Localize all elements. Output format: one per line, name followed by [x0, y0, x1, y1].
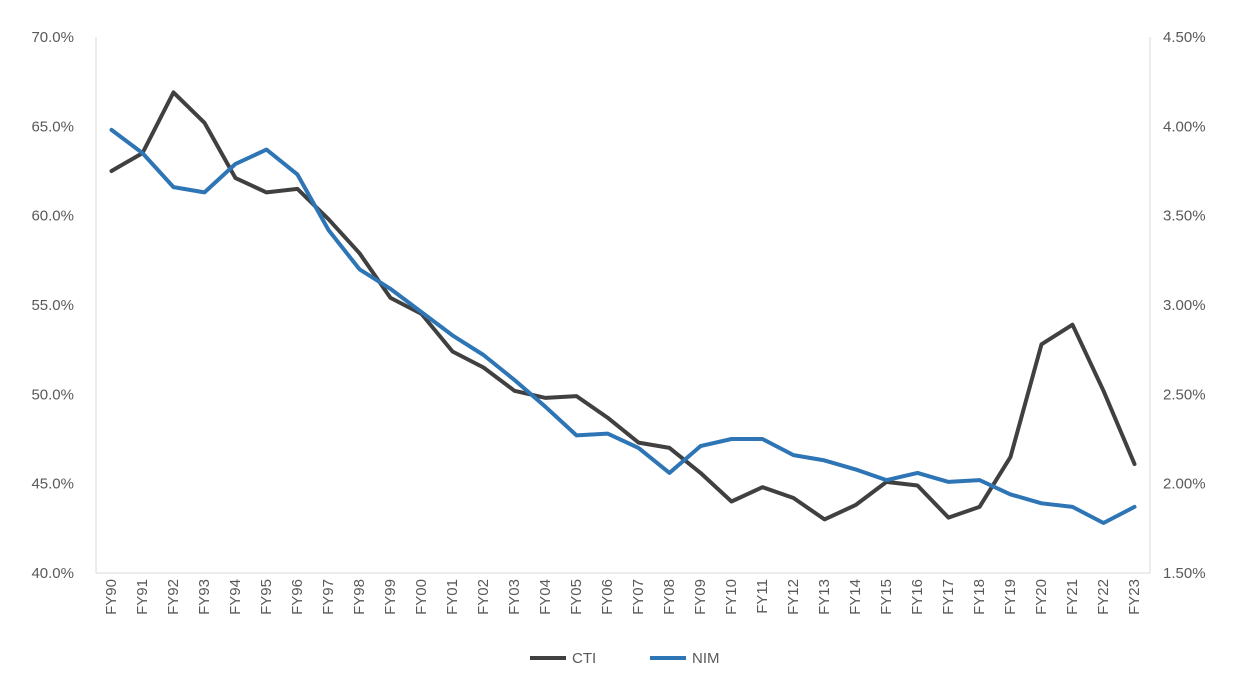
x-tick-label: FY01 — [444, 579, 461, 615]
x-tick-label: FY99 — [382, 579, 399, 615]
x-tick-label: FY10 — [723, 579, 740, 615]
chart-axes — [95, 37, 1151, 574]
y-left-tick-label: 60.0% — [31, 208, 74, 225]
x-tick-label: FY05 — [568, 579, 585, 615]
y-left-tick-label: 65.0% — [31, 118, 74, 135]
y-right-axis-ticks: 1.50% 2.00% 2.50% 3.00% 3.50% 4.00% 4.50% — [1163, 29, 1206, 582]
x-tick-label: FY18 — [971, 579, 988, 615]
y-right-tick-label: 1.50% — [1163, 565, 1206, 582]
x-tick-label: FY14 — [847, 579, 864, 615]
x-tick-label: FY95 — [258, 579, 275, 615]
series-nim-line — [109, 127, 1137, 525]
x-tick-label: FY94 — [227, 579, 244, 615]
x-tick-label: FY98 — [351, 579, 368, 615]
x-tick-label: FY21 — [1064, 579, 1081, 615]
x-tick-label: FY04 — [537, 579, 554, 615]
x-tick-label: FY03 — [506, 579, 523, 615]
x-tick-label: FY20 — [1033, 579, 1050, 615]
y-right-tick-label: 4.50% — [1163, 29, 1206, 46]
legend-label-nim: NIM — [692, 650, 720, 667]
x-tick-label: FY15 — [878, 579, 895, 615]
x-tick-label: FY19 — [1002, 579, 1019, 615]
y-right-tick-label: 3.50% — [1163, 208, 1206, 225]
x-tick-label: FY13 — [816, 579, 833, 615]
x-axis-ticks: FY90 FY91 FY92 FY93 FY94 FY95 FY96 FY97 FY98 FY99… — [103, 579, 1143, 615]
y-left-tick-label: 45.0% — [31, 476, 74, 493]
x-tick-label: FY22 — [1095, 579, 1112, 615]
x-tick-label: FY12 — [785, 579, 802, 615]
x-tick-label: FY90 — [103, 579, 120, 615]
x-tick-label: FY91 — [134, 579, 151, 615]
x-tick-label: FY08 — [661, 579, 678, 615]
x-tick-label: FY06 — [599, 579, 616, 615]
x-tick-label: FY96 — [289, 579, 306, 615]
y-left-tick-label: 70.0% — [31, 29, 74, 46]
x-tick-label: FY97 — [320, 579, 337, 615]
x-tick-label: FY09 — [692, 579, 709, 615]
chart-series — [109, 90, 1137, 525]
x-tick-label: FY93 — [196, 579, 213, 615]
x-tick-label: FY00 — [413, 579, 430, 615]
x-tick-label: FY92 — [165, 579, 182, 615]
y-left-axis-ticks: 40.0% 45.0% 50.0% 55.0% 60.0% 65.0% 70.0% — [31, 29, 74, 582]
y-right-tick-label: 4.00% — [1163, 118, 1206, 135]
legend-label-cti: CTI — [572, 650, 596, 667]
x-tick-label: FY02 — [475, 579, 492, 615]
x-tick-label: FY11 — [754, 579, 771, 614]
x-tick-label: FY23 — [1126, 579, 1143, 615]
y-left-tick-label: 55.0% — [31, 297, 74, 314]
y-left-tick-label: 50.0% — [31, 386, 74, 403]
y-right-tick-label: 2.00% — [1163, 476, 1206, 493]
y-right-tick-label: 3.00% — [1163, 297, 1206, 314]
x-tick-label: FY07 — [630, 579, 647, 615]
series-cti-line — [109, 90, 1137, 522]
chart-legend: CTI NIM — [530, 650, 720, 667]
x-tick-label: FY16 — [909, 579, 926, 615]
y-right-tick-label: 2.50% — [1163, 386, 1206, 403]
x-tick-label: FY17 — [940, 579, 957, 615]
y-left-tick-label: 40.0% — [31, 565, 74, 582]
